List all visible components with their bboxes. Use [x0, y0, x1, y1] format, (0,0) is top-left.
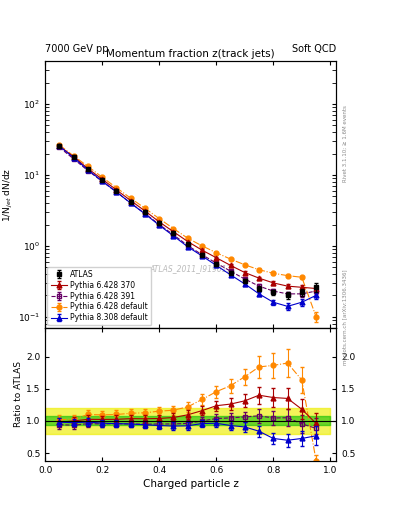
Legend: ATLAS, Pythia 6.428 370, Pythia 6.428 391, Pythia 6.428 default, Pythia 8.308 de: ATLAS, Pythia 6.428 370, Pythia 6.428 39…: [48, 267, 151, 326]
Text: Soft QCD: Soft QCD: [292, 44, 336, 54]
Text: Rivet 3.1.10; ≥ 1.6M events: Rivet 3.1.10; ≥ 1.6M events: [343, 105, 348, 182]
Title: Momentum fraction z(track jets): Momentum fraction z(track jets): [106, 49, 275, 59]
Y-axis label: Ratio to ATLAS: Ratio to ATLAS: [14, 361, 23, 427]
Y-axis label: 1/N$_{jet}$ dN/dz: 1/N$_{jet}$ dN/dz: [2, 167, 15, 222]
Text: ATLAS_2011_I919017: ATLAS_2011_I919017: [149, 265, 232, 273]
Text: mcplots.cern.ch [arXiv:1306.3436]: mcplots.cern.ch [arXiv:1306.3436]: [343, 270, 348, 365]
Text: 7000 GeV pp: 7000 GeV pp: [45, 44, 109, 54]
X-axis label: Charged particle z: Charged particle z: [143, 479, 239, 489]
